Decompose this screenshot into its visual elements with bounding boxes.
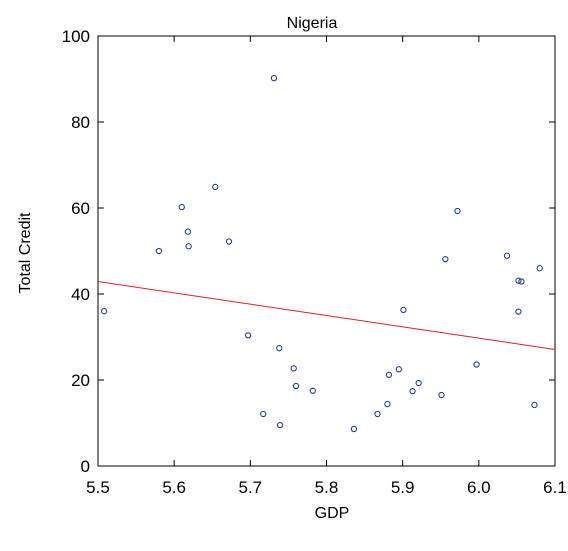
- y-tick-label: 20: [71, 371, 90, 390]
- y-axis-title: Total Credit: [17, 212, 34, 293]
- data-point: [518, 278, 525, 285]
- data-point: [384, 400, 391, 408]
- data-point: [178, 203, 185, 211]
- x-tick-label: 5.8: [315, 478, 339, 497]
- data-point: [276, 345, 283, 352]
- chart-title: Nigeria: [287, 15, 338, 32]
- plot-frame: [97, 35, 556, 467]
- data-point: [292, 382, 300, 390]
- data-point: [276, 421, 284, 429]
- data-point: [385, 371, 393, 378]
- data-point: [515, 308, 522, 315]
- y-axis-ticks: 0 20 40 60 80 100: [62, 27, 555, 476]
- x-tick-label: 5.9: [391, 478, 415, 497]
- y-tick-label: 80: [71, 113, 90, 132]
- data-point: [438, 391, 445, 399]
- data-point: [260, 410, 267, 418]
- data-point: [536, 265, 543, 272]
- data-points-layer: [100, 74, 543, 433]
- data-point: [374, 410, 381, 418]
- data-point: [270, 74, 278, 82]
- data-point: [395, 366, 403, 373]
- x-tick-label: 5.6: [162, 478, 186, 497]
- y-tick-label: 100: [62, 27, 90, 46]
- y-tick-label: 40: [71, 285, 90, 304]
- data-point: [185, 243, 192, 250]
- data-point: [409, 388, 416, 395]
- data-point: [155, 247, 163, 255]
- data-point: [100, 308, 108, 315]
- data-point: [184, 228, 192, 235]
- data-point: [442, 256, 449, 263]
- data-point: [415, 379, 422, 387]
- data-point: [400, 306, 407, 314]
- data-point: [454, 207, 461, 215]
- x-tick-label: 6.0: [467, 478, 491, 497]
- x-axis-title: GDP: [315, 505, 350, 522]
- data-point: [473, 361, 480, 368]
- data-point: [503, 252, 511, 259]
- data-point: [350, 425, 358, 433]
- data-point: [515, 277, 522, 284]
- fit-line-layer: [97, 281, 556, 350]
- data-point: [212, 183, 219, 191]
- x-tick-label: 5.7: [239, 478, 263, 497]
- y-tick-label: 60: [71, 199, 90, 218]
- data-point: [531, 401, 538, 409]
- regression-line: [97, 281, 556, 350]
- y-tick-label: 0: [81, 457, 90, 476]
- data-point: [244, 332, 252, 339]
- x-tick-label: 6.1: [543, 478, 567, 497]
- x-tick-label: 5.5: [86, 478, 110, 497]
- data-point: [225, 238, 233, 245]
- plot-border: [97, 35, 556, 467]
- x-axis-ticks: 5.5 5.6 5.7 5.8 5.9 6.0 6.1: [86, 36, 567, 497]
- data-point: [309, 387, 316, 394]
- data-point: [290, 365, 297, 372]
